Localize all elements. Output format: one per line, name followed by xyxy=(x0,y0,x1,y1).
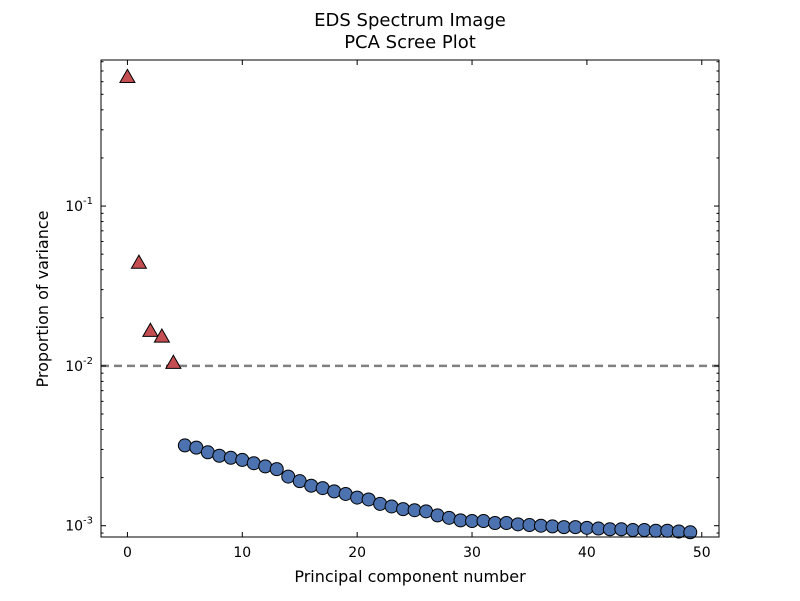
x-tick-label: 0 xyxy=(123,545,132,561)
circle-point xyxy=(200,445,215,460)
y-tick-exponent: -2 xyxy=(83,356,93,367)
circle-point xyxy=(269,462,284,477)
y-tick-label: 10-2 xyxy=(65,356,93,375)
y-tick-base: 10 xyxy=(65,359,83,375)
x-tick-label: 50 xyxy=(693,545,711,561)
y-tick-label: 10-3 xyxy=(65,516,93,535)
x-axis-label: Principal component number xyxy=(294,567,526,586)
y-tick-label: 10-1 xyxy=(65,196,93,215)
circle-point xyxy=(499,515,514,530)
circle-point xyxy=(384,499,399,514)
chart-title: EDS Spectrum Image xyxy=(314,10,506,31)
y-tick-base: 10 xyxy=(65,519,83,535)
x-tick-label: 10 xyxy=(233,545,251,561)
circle-point xyxy=(235,452,250,467)
y-tick-exponent: -3 xyxy=(83,516,93,527)
circle-point xyxy=(373,496,388,511)
circle-point xyxy=(430,508,445,523)
y-tick-exponent: -1 xyxy=(83,196,93,207)
circle-point xyxy=(246,456,261,471)
circle-point xyxy=(338,486,353,501)
circle-point xyxy=(442,510,457,525)
x-tick-label: 40 xyxy=(578,545,596,561)
triangle-point xyxy=(153,327,171,343)
circle-point xyxy=(304,478,319,493)
plot-frame xyxy=(100,59,720,538)
triangle-point xyxy=(165,354,182,369)
circle-point xyxy=(350,490,365,505)
triangle-point xyxy=(142,322,159,337)
circle-point xyxy=(683,525,698,540)
circle-point xyxy=(258,459,273,474)
circle-point xyxy=(327,484,342,499)
y-axis-label: Proportion of variance xyxy=(33,210,52,387)
circle-point xyxy=(212,448,227,463)
circle-point xyxy=(396,502,411,517)
x-tick-label: 20 xyxy=(348,545,366,561)
chart-subtitle: PCA Scree Plot xyxy=(344,32,476,53)
triangle-point xyxy=(119,68,136,83)
circle-point xyxy=(407,503,422,518)
plot-area: 10-110-210-30 10 20 30 40 50 xyxy=(65,59,720,561)
triangle-point xyxy=(130,254,148,269)
circle-point xyxy=(476,514,491,529)
y-tick-base: 10 xyxy=(65,199,83,215)
circle-point xyxy=(177,438,192,453)
circle-point xyxy=(315,481,330,496)
circle-point xyxy=(223,450,238,465)
x-tick-label: 30 xyxy=(463,545,481,561)
